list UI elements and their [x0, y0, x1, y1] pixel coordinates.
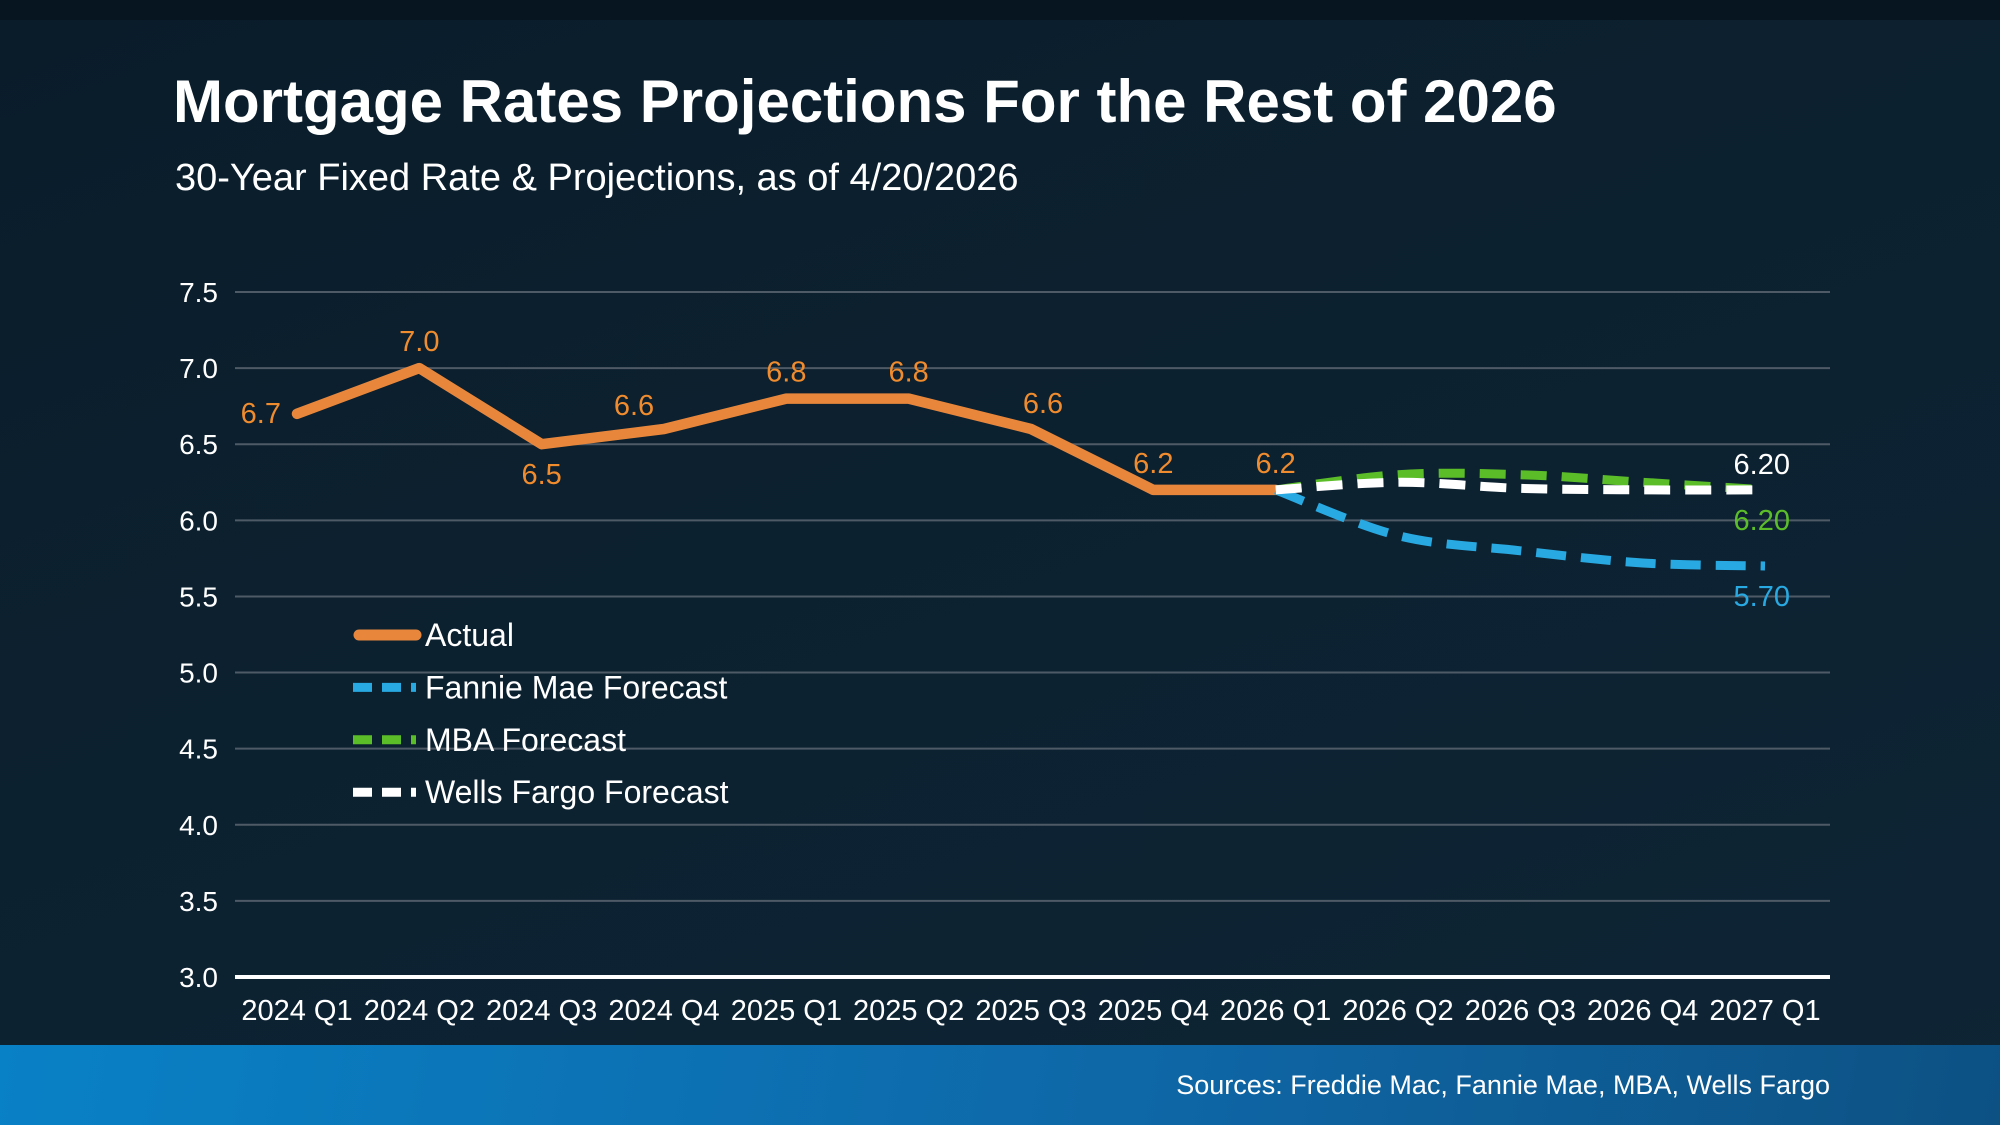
actual-line	[291, 362, 1281, 496]
data-point-label: 6.7	[241, 398, 281, 430]
x-axis-tick-label: 2026 Q3	[1465, 995, 1576, 1027]
legend-label: Fannie Mae Forecast	[425, 669, 727, 705]
data-point-label: 6.6	[1023, 388, 1063, 420]
legend-label: Wells Fargo Forecast	[425, 774, 729, 810]
y-axis-tick-label: 6.0	[179, 505, 218, 536]
legend-item-actual: Actual	[353, 617, 514, 653]
data-point-label: 6.2	[1133, 448, 1173, 480]
data-point-label: 6.8	[766, 357, 806, 389]
sources-text: Sources: Freddie Mac, Fannie Mae, MBA, W…	[1176, 1070, 1830, 1100]
x-axis-tick-label: 2025 Q1	[731, 995, 842, 1027]
legend-label: MBA Forecast	[425, 722, 626, 758]
y-axis-tick-label: 7.5	[179, 277, 218, 308]
top-accent-band	[0, 0, 2000, 20]
y-axis-tick-label: 5.0	[179, 658, 218, 689]
data-point-label: 6.5	[522, 459, 562, 491]
x-axis-tick-label: 2024 Q4	[608, 995, 719, 1027]
x-axis-tick-label: 2024 Q1	[241, 995, 352, 1027]
wells-fargo-forecast-end-label: 6.20	[1734, 449, 1790, 481]
data-point-label: 6.6	[614, 390, 654, 422]
page-subtitle: 30-Year Fixed Rate & Projections, as of …	[175, 157, 1019, 199]
x-axis-tick-label: 2025 Q3	[975, 995, 1086, 1027]
y-axis-tick-label: 4.5	[179, 734, 218, 765]
fannie-mae-forecast-line	[1274, 485, 1766, 571]
x-axis-tick-label: 2025 Q4	[1098, 995, 1209, 1027]
legend-item-wells-fargo-forecast: Wells Fargo Forecast	[353, 774, 729, 810]
x-axis-tick-label: 2024 Q2	[364, 995, 475, 1027]
fannie-mae-forecast-end-label: 5.70	[1734, 581, 1790, 613]
legend-item-fannie-mae-forecast: Fannie Mae Forecast	[353, 669, 727, 705]
x-axis-tick-label: 2026 Q2	[1342, 995, 1453, 1027]
mba-forecast-end-label: 6.20	[1734, 505, 1790, 537]
data-point-label: 7.0	[399, 326, 439, 358]
x-axis-tick-label: 2024 Q3	[486, 995, 597, 1027]
y-axis-tick-label: 5.5	[179, 581, 218, 612]
page-title: Mortgage Rates Projections For the Rest …	[173, 68, 1557, 135]
data-point-label: 6.8	[889, 357, 929, 389]
y-axis-tick-label: 3.5	[179, 886, 218, 917]
x-axis-tick-label: 2027 Q1	[1709, 995, 1820, 1027]
footer-bar: Sources: Freddie Mac, Fannie Mae, MBA, W…	[0, 1045, 2000, 1125]
y-axis-tick-label: 4.0	[179, 810, 218, 841]
y-axis-tick-label: 3.0	[179, 962, 218, 993]
x-axis-tick-label: 2026 Q1	[1220, 995, 1331, 1027]
x-axis-tick-label: 2026 Q4	[1587, 995, 1698, 1027]
y-axis-tick-label: 7.0	[179, 353, 218, 384]
legend-label: Actual	[425, 617, 514, 653]
legend-item-mba-forecast: MBA Forecast	[353, 722, 626, 758]
y-axis-tick-label: 6.5	[179, 429, 218, 460]
x-axis-tick-label: 2025 Q2	[853, 995, 964, 1027]
data-point-label: 6.2	[1256, 448, 1296, 480]
